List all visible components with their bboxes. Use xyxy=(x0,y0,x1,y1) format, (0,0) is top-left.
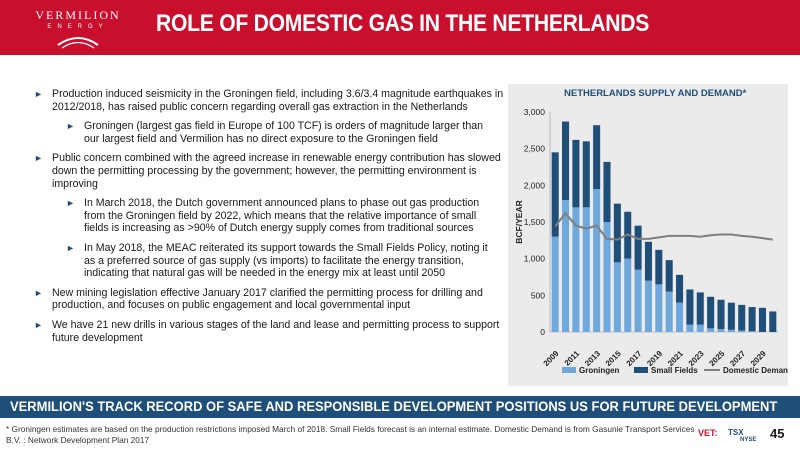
bar-small-fields xyxy=(686,289,694,325)
bar-small-fields xyxy=(603,161,611,222)
bullet-item: ► Public concern combined with the agreed… xyxy=(34,152,504,190)
bar-groningen xyxy=(613,262,621,332)
logo-name: VERMILION xyxy=(35,8,121,22)
bar-groningen xyxy=(686,324,694,332)
bar-small-fields xyxy=(769,311,777,332)
exchange-listing: VET: TSX NYSE xyxy=(698,428,760,446)
footnote: * Groningen estimates are based on the p… xyxy=(6,424,695,445)
bar-small-fields xyxy=(665,260,673,292)
bar-small-fields xyxy=(738,304,746,331)
bar-small-fields xyxy=(613,203,621,263)
bar-groningen xyxy=(572,207,580,332)
bullet-arrow-icon: ► xyxy=(34,319,43,330)
legend-label: Domestic Demand xyxy=(723,366,788,375)
exchange-nyse: NYSE xyxy=(740,437,757,443)
bar-groningen xyxy=(624,258,632,332)
y-tick-label: 3,000 xyxy=(524,107,546,117)
bullet-text: In May 2018, the MEAC reiterated its sup… xyxy=(84,241,488,280)
y-tick-label: 2,500 xyxy=(524,144,546,154)
bar-groningen xyxy=(738,330,746,332)
bullet-arrow-icon: ► xyxy=(34,89,43,99)
bar-small-fields xyxy=(676,274,684,303)
bullet-item: ► We have 21 new drills in various stages… xyxy=(34,319,504,344)
bullet-item: ► Groningen (largest gas field in Europe … xyxy=(34,120,504,145)
bar-small-fields xyxy=(644,241,652,281)
bullet-text: Production induced seismicity in the Gro… xyxy=(52,88,504,113)
bullet-text: We have 21 new drills in various stages … xyxy=(52,318,500,344)
bullet-list: ► Production induced seismicity in the Gr… xyxy=(34,88,504,351)
bullet-arrow-icon: ► xyxy=(34,153,43,164)
page-number: 45 xyxy=(770,426,785,441)
bullet-item: ► In May 2018, the MEAC reiterated its su… xyxy=(34,242,504,280)
bullet-item: ► Production induced seismicity in the Gr… xyxy=(34,88,504,113)
legend-swatch xyxy=(562,367,576,373)
vermilion-logo: VERMILION ENERGY xyxy=(18,6,138,50)
x-tick-label: 2009 xyxy=(542,349,561,368)
bar-groningen xyxy=(717,329,725,332)
bar-small-fields xyxy=(634,225,642,270)
x-tick-label: 2011 xyxy=(563,349,582,368)
bullet-item: ► In March 2018, the Dutch government ann… xyxy=(34,197,504,235)
bottom-banner: VERMILION'S TRACK RECORD OF SAFE AND RES… xyxy=(0,396,800,418)
bullet-text: Groningen (largest gas field in Europe o… xyxy=(84,120,484,145)
y-tick-label: 500 xyxy=(531,290,545,300)
y-tick-label: 1,000 xyxy=(524,254,546,264)
x-tick-label: 2017 xyxy=(625,349,644,368)
bar-small-fields xyxy=(582,141,590,208)
header-bar: VERMILION ENERGY ROLE OF DOMESTIC GAS IN… xyxy=(0,0,800,55)
bar-groningen xyxy=(634,269,642,332)
y-axis-label: BCF/YEAR xyxy=(514,200,524,243)
exchange-vet: VET: xyxy=(698,428,718,438)
bar-small-fields xyxy=(551,152,559,237)
bar-groningen xyxy=(582,207,590,332)
y-tick-label: 0 xyxy=(540,327,545,337)
y-tick-label: 2,000 xyxy=(524,180,546,190)
bar-small-fields xyxy=(727,302,735,330)
bar-groningen xyxy=(665,291,673,332)
bullet-arrow-icon: ► xyxy=(34,287,43,298)
bar-groningen xyxy=(644,280,652,332)
legend-swatch xyxy=(634,367,648,373)
bar-groningen xyxy=(676,302,684,332)
chart-panel: NETHERLANDS SUPPLY AND DEMAND* 0 500 1,000… xyxy=(508,84,788,386)
bar-groningen xyxy=(551,236,559,332)
bar-groningen xyxy=(655,284,663,332)
bar-groningen xyxy=(562,200,570,332)
bar-small-fields xyxy=(655,249,663,285)
bullet-arrow-icon: ► xyxy=(66,242,75,253)
bullet-arrow-icon: ► xyxy=(66,121,75,132)
bar-groningen xyxy=(727,329,735,332)
bar-small-fields xyxy=(717,299,725,330)
legend-label: Small Fields xyxy=(651,366,698,375)
logo-sub: ENERGY xyxy=(47,24,109,30)
bar-groningen xyxy=(707,328,715,332)
bar-groningen xyxy=(603,222,611,332)
y-tick-label: 1,500 xyxy=(524,217,546,227)
bar-small-fields xyxy=(696,292,704,325)
exchange-tsx: TSX xyxy=(728,428,744,437)
banner-text: VERMILION'S TRACK RECORD OF SAFE AND RES… xyxy=(10,399,778,414)
bullet-text: In March 2018, the Dutch government anno… xyxy=(84,197,480,235)
bar-small-fields xyxy=(748,307,756,332)
logo-swoosh-icon xyxy=(57,37,99,49)
chart-title: NETHERLANDS SUPPLY AND DEMAND* xyxy=(564,88,747,99)
bullet-item: ► New mining legislation effective Januar… xyxy=(34,287,504,312)
bar-small-fields xyxy=(758,307,766,332)
line-domestic-demand xyxy=(554,211,773,241)
bar-groningen xyxy=(593,189,601,332)
supply-demand-chart: 0 500 1,000 1,500 2,000 2,500 3,000 BCF/YEAR 200… xyxy=(514,107,788,375)
bullet-arrow-icon: ► xyxy=(66,198,75,209)
bar-small-fields xyxy=(707,296,715,329)
bar-small-fields xyxy=(572,139,580,208)
bullet-text: Public concern combined with the agreed … xyxy=(52,152,501,190)
bar-small-fields xyxy=(593,125,601,189)
page-title: ROLE OF DOMESTIC GAS IN THE NETHERLANDS xyxy=(156,10,650,37)
bar-groningen xyxy=(696,324,704,332)
bar-small-fields xyxy=(562,121,570,200)
legend-label: Groningen xyxy=(579,366,620,375)
bullet-text: New mining legislation effective January… xyxy=(52,286,483,312)
bar-groningen xyxy=(748,331,756,332)
